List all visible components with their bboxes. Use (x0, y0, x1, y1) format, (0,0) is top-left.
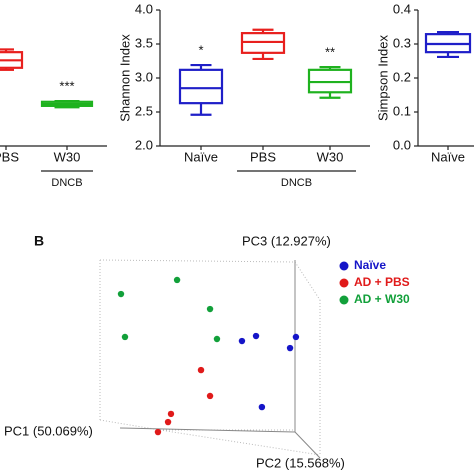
point (292, 333, 300, 341)
point (173, 276, 181, 284)
y-tick-label: 4.0 (135, 1, 153, 16)
point (252, 332, 260, 340)
legend-label: AD + W30 (354, 292, 410, 306)
panel-label: B (34, 233, 44, 249)
point (286, 344, 294, 352)
point (117, 290, 125, 298)
point (197, 366, 205, 374)
x-tick-label: Naïve (184, 149, 218, 164)
group-label: DNCB (51, 177, 82, 189)
group-label: DNCB (281, 177, 312, 189)
x-tick-label: W30 (54, 149, 81, 164)
frame-line (99, 419, 161, 431)
legend-label: Naïve (354, 258, 386, 272)
axis-line (119, 427, 296, 433)
significance: * (198, 43, 203, 58)
point (213, 335, 221, 343)
legend-label: AD + PBS (354, 275, 410, 289)
frame-line (99, 259, 296, 263)
point (154, 428, 162, 436)
z-axis-label: PC3 (12.927%) (242, 233, 331, 248)
point (238, 337, 246, 345)
y-tick-label: 2.5 (135, 103, 153, 118)
x-axis-label: PC1 (50.069%) (4, 423, 93, 438)
y-tick-label: 0.4 (393, 1, 411, 16)
point (206, 305, 214, 313)
y-axis-label: Shannon Index (117, 34, 132, 122)
y-tick-label: 0.0 (393, 137, 411, 152)
point (258, 403, 266, 411)
point (167, 410, 175, 418)
point (206, 392, 214, 400)
axis-line (294, 431, 321, 459)
y-tick-label: 3.5 (135, 35, 153, 50)
y-tick-label: 2.0 (135, 137, 153, 152)
y-axis-label: Simpson Index (375, 35, 390, 121)
x-tick-label: PBS (250, 149, 276, 164)
legend-marker (339, 278, 349, 288)
box (178, 68, 224, 105)
y-tick-label: 0.3 (393, 35, 411, 50)
y-tick-label: 3.0 (135, 69, 153, 84)
x-tick-label: Naïve (431, 149, 465, 164)
y-axis-label: PC2 (15.568%) (256, 455, 345, 470)
y-tick-label: 0.2 (393, 69, 411, 84)
significance: *** (59, 79, 74, 94)
significance: ** (325, 45, 335, 60)
legend-marker (339, 261, 349, 271)
pca-frame (99, 259, 321, 459)
point (121, 333, 129, 341)
frame-line (294, 261, 321, 301)
point (164, 418, 172, 426)
legend-marker (339, 295, 349, 305)
x-tick-label: W30 (317, 149, 344, 164)
x-tick-label: PBS (0, 149, 19, 164)
y-tick-label: 0.1 (393, 103, 411, 118)
